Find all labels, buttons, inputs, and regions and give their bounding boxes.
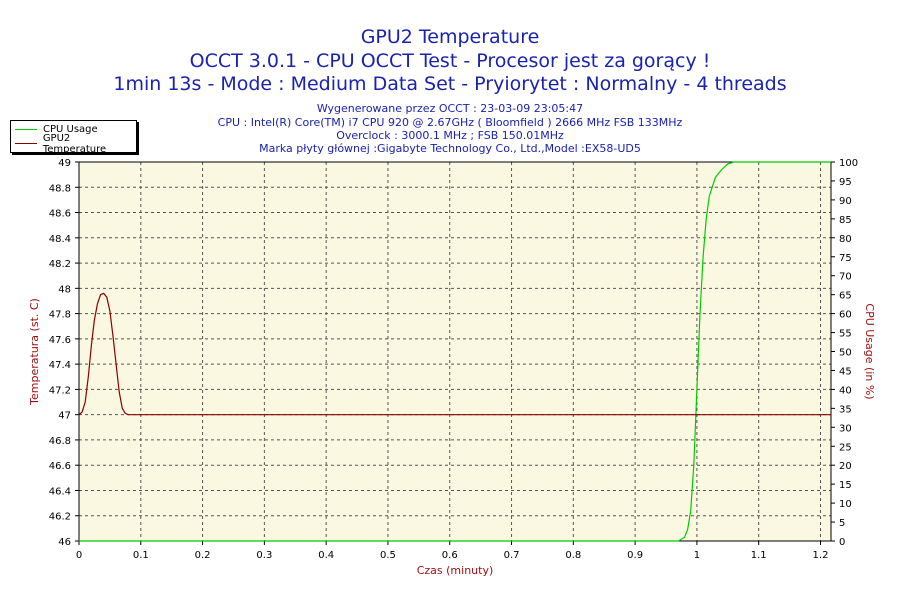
y-right-tick-label: 65 [839,291,852,302]
y-right-tick-label: 25 [839,442,852,453]
legend-swatch-cpu-usage [15,129,37,130]
y-right-tick-label: 95 [839,177,852,188]
y-left-tick-label: 48 [58,284,71,295]
y-right-tick-label: 20 [839,461,852,472]
series-line-cpu-usage [79,161,831,542]
y-right-tick-label: 80 [839,234,852,245]
x-tick-label: 0.6 [442,550,458,561]
y-left-tick-label: 46.6 [49,461,71,472]
y-right-tick-label: 0 [839,537,845,548]
x-tick-label: 0.2 [195,550,211,561]
series-line-gpu2-temperature [78,292,831,416]
y-left-tick-label: 46.4 [49,486,71,497]
y-left-tick-label: 47.8 [49,310,71,321]
plot-area [79,162,831,541]
y-left-tick-label: 48.4 [49,234,71,245]
y-right-tick-label: 40 [839,385,852,396]
chart-subtitle-2: 1min 13s - Mode : Medium Data Set - Pryi… [113,73,787,95]
x-tick-label: 1.2 [813,550,829,561]
x-tick-label: 0.3 [256,550,272,561]
legend-item-gpu2-temperature: GPU2 Temperature [15,133,136,155]
y-right-tick-label: 15 [839,480,852,491]
y-right-tick-label: 10 [839,499,852,510]
legend-swatch-gpu2-temperature [15,143,37,144]
chart-title: GPU2 Temperature [360,26,540,48]
legend-label-gpu2-temperature: GPU2 Temperature [42,132,107,155]
legend-label-cpu-usage: CPU Usage [43,124,98,135]
y-right-tick-label: 55 [839,329,852,340]
y-right-tick-label: 100 [839,158,858,169]
y-left-tick-label: 47.4 [49,360,71,371]
x-tick-label: 0.8 [565,550,581,561]
x-tick-label: 0.9 [627,550,643,561]
y-left-tick-label: 47.6 [49,335,71,346]
info-line-generated: Wygenerowane przez OCCT : 23-03-09 23:05… [316,102,584,115]
y-right-tick-label: 35 [839,404,852,415]
y-left-tick-label: 47 [58,411,71,422]
y-left-tick-label: 48.2 [49,259,71,270]
x-tick-label: 0.5 [380,550,396,561]
info-line-overclock: Overclock : 3000.1 MHz ; FSB 150.01MHz [336,129,564,142]
y-right-tick-label: 5 [839,518,845,529]
y-right-tick-label: 90 [839,196,852,207]
y-left-tick-label: 48.8 [49,183,71,194]
info-line-motherboard: Marka płyty głównej :Gigabyte Technology… [259,142,641,155]
y-right-tick-label: 60 [839,310,852,321]
x-tick-label: 0.4 [318,550,334,561]
y-left-axis-title: Temperatura (st. C) [28,298,41,406]
y-left-tick-label: 46.8 [49,436,71,447]
chart-legend: CPU Usage GPU2 Temperature [10,120,137,155]
info-line-cpu: CPU : Intel(R) Core(TM) i7 CPU 920 @ 2.6… [217,116,683,129]
y-right-tick-label: 50 [839,348,852,359]
y-right-tick-label: 30 [839,423,852,434]
y-left-tick-label: 46 [58,537,71,548]
y-right-tick-label: 85 [839,215,852,226]
y-left-tick-label: 49 [58,158,71,169]
y-right-axis-title: CPU Usage (in %) [863,303,876,399]
x-axis-title: Czas (minuty) [417,564,494,577]
y-left-tick-label: 47.2 [49,385,71,396]
x-tick-label: 0.1 [133,550,149,561]
y-right-tick-label: 70 [839,272,852,283]
y-left-tick-label: 46.2 [49,512,71,523]
x-tick-label: 0 [76,550,82,561]
y-right-tick-label: 45 [839,366,852,377]
x-tick-label: 0.7 [504,550,520,561]
legend-item-cpu-usage: CPU Usage [15,123,98,136]
y-left-tick-label: 48.6 [49,209,71,220]
y-right-tick-label: 75 [839,253,852,264]
x-tick-label: 1 [694,550,700,561]
x-tick-label: 1.1 [751,550,767,561]
chart-subtitle: OCCT 3.0.1 - CPU OCCT Test - Procesor je… [189,50,711,72]
